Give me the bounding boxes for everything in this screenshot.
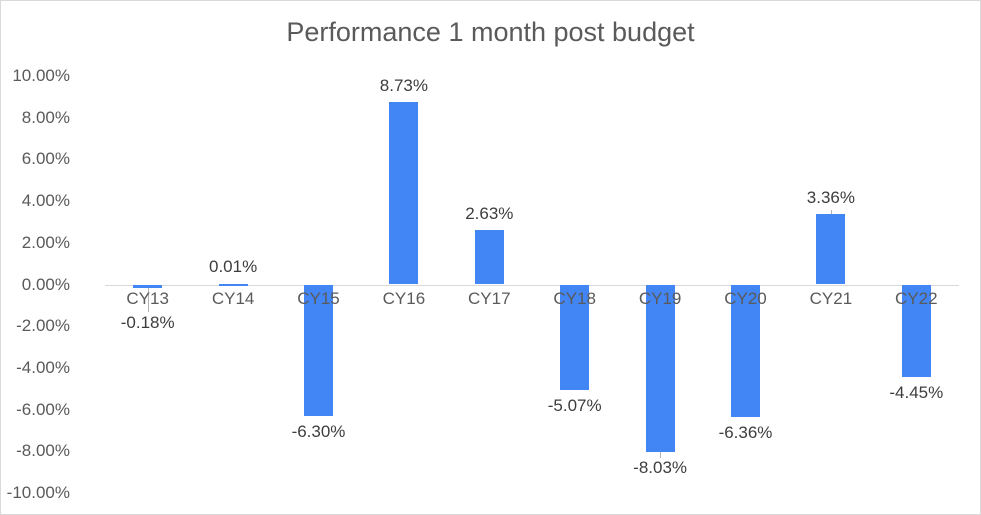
y-axis-tick-label: -8.00% <box>16 441 70 461</box>
bar[interactable] <box>389 102 419 285</box>
bar[interactable] <box>731 284 760 418</box>
x-axis-category-label: CY21 <box>809 288 853 308</box>
x-axis-category-label: CY13 <box>126 288 169 308</box>
x-axis-category-label: CY16 <box>382 288 426 308</box>
x-axis-category-label: CY17 <box>468 288 511 308</box>
x-axis-category-label: CY22 <box>895 288 938 308</box>
bar[interactable] <box>560 284 590 391</box>
bar-data-label: -4.45% <box>889 383 944 403</box>
bar[interactable] <box>304 284 333 416</box>
x-axis-category-label: CY14 <box>211 288 255 308</box>
x-axis-category-label: CY15 <box>297 288 340 308</box>
plot-area: 10.00% 8.00% 6.00% 4.00% 2.00% 0.00% -2.00% -4.… <box>7 66 959 502</box>
bar-data-label: -6.36% <box>718 423 773 443</box>
y-axis-tick-label: 8.00% <box>21 107 70 127</box>
y-axis-tick-label: -6.00% <box>16 399 70 419</box>
bar[interactable] <box>218 284 248 287</box>
bar[interactable] <box>474 229 504 285</box>
data-label-leader-line <box>147 288 149 313</box>
bar[interactable] <box>645 284 675 452</box>
y-axis-tick-label: 0.00% <box>21 274 70 294</box>
bar-data-label: 3.36% <box>806 188 855 208</box>
y-axis-tick-label: -2.00% <box>16 316 70 336</box>
x-axis-category-label: CY18 <box>553 288 596 308</box>
data-label-leader-line <box>830 210 832 215</box>
y-axis-tick-label: 4.00% <box>21 191 70 211</box>
bar-data-label: -6.30% <box>291 421 346 441</box>
bar-data-label: 2.63% <box>465 203 514 223</box>
bar[interactable] <box>816 214 846 285</box>
y-axis-tick-label: -4.00% <box>16 357 70 377</box>
y-axis-tick-label: 6.00% <box>21 149 70 169</box>
y-axis-tick-label: 10.00% <box>12 66 70 85</box>
bar-data-label: -5.07% <box>547 396 602 416</box>
data-label-leader-line <box>660 451 662 458</box>
zero-axis-line <box>105 284 959 286</box>
x-axis-category-label: CY20 <box>724 288 767 308</box>
bar-data-label: -0.18% <box>120 312 175 332</box>
x-axis-category-label: CY19 <box>638 288 682 308</box>
y-axis-tick-label: -10.00% <box>6 483 70 502</box>
bar-data-label: -8.03% <box>633 457 688 477</box>
bar[interactable] <box>901 284 931 378</box>
y-axis-tick-label: 2.00% <box>21 232 70 252</box>
bar-data-label: 0.01% <box>208 256 258 276</box>
bar[interactable] <box>133 284 163 289</box>
bar-data-label: 8.73% <box>379 76 428 96</box>
chart-title: Performance 1 month post budget <box>286 17 695 47</box>
